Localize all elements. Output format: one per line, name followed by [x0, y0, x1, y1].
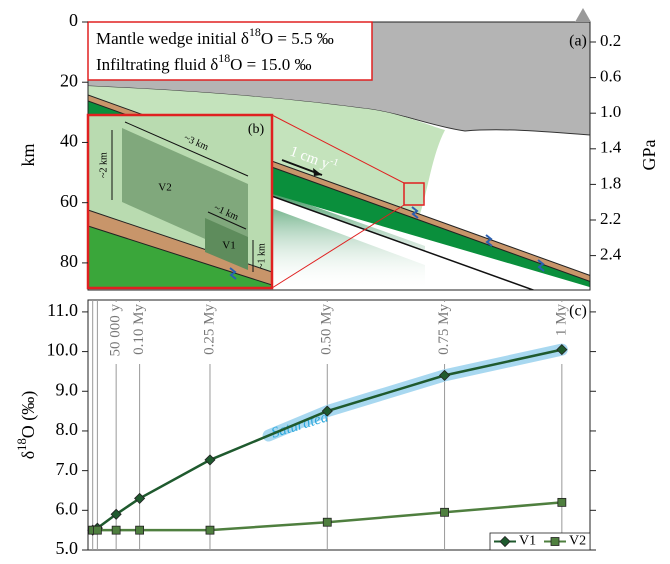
time-label: 0.10 My [131, 304, 147, 355]
marker [321, 405, 333, 417]
inset-v1-height: ~1 km [256, 243, 267, 269]
y-tick-label: 7.0 [56, 459, 79, 479]
time-label: 0.75 My [436, 304, 452, 355]
info-part: Infiltrating fluid δ [96, 55, 218, 74]
gpa-tick-label: 2.2 [600, 209, 621, 228]
inset-v2: V2 [158, 182, 171, 194]
inset-label: (b) [248, 122, 265, 137]
time-label: 0.50 My [319, 304, 335, 355]
legend-label: V2 [569, 534, 586, 549]
gpa-tick-label: 0.2 [600, 31, 621, 50]
time-label-bg [436, 302, 453, 364]
info-line: Mantle wedge initial δ18O = 5.5 ‰ [96, 25, 334, 48]
time-label: 50 000 y [108, 304, 124, 357]
marker [111, 525, 121, 535]
info-part: O = 15.0 ‰ [230, 55, 311, 74]
gpa-tick-label: 0.6 [600, 67, 621, 86]
marker [499, 535, 511, 548]
gpa-axis-title: GPa [639, 139, 659, 170]
panel-a-label: (a) [569, 33, 587, 50]
plot-frame [87, 299, 591, 551]
marker [135, 525, 145, 535]
velocity-exp: -1 [328, 155, 340, 168]
time-label-bg [108, 302, 125, 364]
marker [322, 517, 332, 527]
info-part: Mantle wedge initial δ [96, 29, 249, 48]
km-axis-title: km [18, 143, 38, 166]
info-part: 18 [218, 51, 230, 65]
time-label: 1 My [553, 304, 569, 337]
gpa-tick-label: 1.4 [600, 138, 622, 157]
time-label-bg [201, 302, 218, 364]
marker [438, 369, 451, 381]
marker [440, 507, 449, 517]
gpa-tick-label: 1.0 [600, 102, 621, 121]
time-label-bg [131, 302, 148, 364]
legend-label: V1 [519, 534, 536, 549]
km-tick-label: 60 [60, 191, 78, 211]
y-tick-label: 5.0 [56, 538, 79, 558]
gpa-tick-label: 2.4 [600, 245, 622, 264]
inset-v1: V1 [222, 240, 235, 252]
y-title-part: 18 [15, 438, 29, 451]
inset-height: ~2 km [98, 152, 109, 178]
marker [557, 497, 567, 507]
y-tick-label: 11.0 [47, 300, 78, 320]
inset: (b) ~3 km ~2 km V2 ~1 km ~1 km V1 [86, 113, 274, 290]
km-tick-label: 20 [60, 70, 78, 90]
marker [134, 492, 146, 504]
km-tick-label: 80 [60, 251, 78, 271]
marker-triangle [575, 8, 591, 22]
info-part: 18 [249, 25, 261, 39]
gpa-tick-label: 1.8 [600, 173, 621, 192]
info-part: O = 5.5 ‰ [261, 29, 334, 48]
y-tick-label: 9.0 [56, 379, 79, 399]
marker [205, 525, 215, 535]
panel-c-label: (c) [569, 303, 587, 320]
y-title-part: O (‰) [18, 391, 39, 439]
y-title-part: δ [18, 451, 38, 459]
y-tick-label: 10.0 [47, 340, 79, 360]
y-axis-title: δ18O (‰) [15, 391, 39, 460]
marker [204, 454, 216, 466]
km-tick-label: 0 [69, 10, 78, 30]
time-label: 0.25 My [201, 304, 217, 355]
km-tick-label: 40 [60, 131, 78, 151]
info-line: Infiltrating fluid δ18O = 15.0 ‰ [96, 51, 312, 74]
legend-box [489, 532, 591, 551]
marker [550, 537, 560, 546]
marker [110, 508, 122, 520]
marker [92, 525, 102, 535]
y-tick-label: 8.0 [56, 419, 79, 439]
y-tick-label: 6.0 [56, 498, 79, 518]
marker [556, 344, 568, 356]
time-label-bg [319, 302, 336, 364]
